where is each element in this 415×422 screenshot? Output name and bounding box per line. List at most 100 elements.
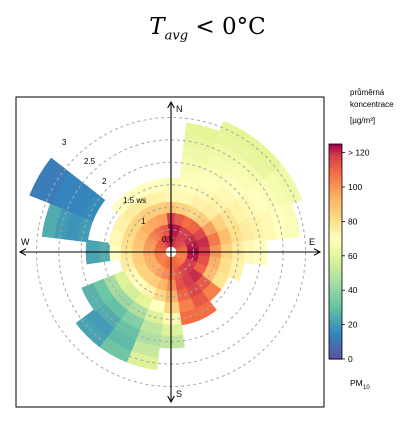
legend-bar-border: [328, 143, 343, 360]
legend-band: [329, 235, 342, 239]
legend-band: [329, 189, 342, 193]
plot-panel-border: [15, 96, 325, 408]
legend-band: [329, 318, 342, 322]
compass-north: N: [176, 104, 183, 114]
legend-tick-label: 80: [348, 216, 358, 226]
legend-band: [329, 216, 342, 220]
legend-band: [329, 299, 342, 304]
legend-band: [329, 232, 342, 236]
axis-arrowhead: [313, 248, 322, 256]
legend-band: [329, 168, 342, 172]
legend-band: [329, 203, 342, 207]
title-rest: < 0°C: [188, 14, 266, 40]
legend-band: [329, 246, 342, 250]
legend-band: [329, 326, 342, 331]
legend-band: [329, 316, 342, 320]
surface-cell: [141, 178, 164, 196]
legend-band: [329, 332, 342, 336]
legend-tick-label: 60: [348, 251, 358, 261]
title-subscript: avg: [164, 28, 189, 44]
legend-band: [329, 170, 342, 175]
legend-band: [329, 162, 342, 167]
legend-band: [329, 297, 342, 301]
legend-tick-label: > 120: [348, 148, 370, 158]
legend-band: [329, 146, 342, 150]
compass-south: S: [176, 389, 182, 399]
legend-band: [329, 270, 342, 274]
legend-band: [329, 227, 342, 231]
compass-axes: [18, 100, 322, 404]
legend-band: [329, 259, 342, 263]
speed-tick-label: 2.5: [84, 157, 96, 166]
legend-band: [329, 340, 342, 344]
legend-band: [329, 267, 342, 271]
legend-band: [329, 275, 342, 279]
legend-band: [329, 149, 342, 153]
color-legend: průměrná koncentrace [µg/m³] 0 20 40 60 80 100 > …: [328, 88, 394, 391]
legend-band: [329, 353, 342, 357]
concentration-surface: [29, 120, 303, 371]
surface-cell: [81, 282, 106, 312]
legend-band: [329, 221, 342, 226]
legend-tick-label: 100: [348, 182, 362, 192]
legend-band: [329, 305, 342, 309]
legend-title-line: koncentrace: [350, 100, 394, 109]
legend-band: [329, 324, 342, 328]
legend-band: [329, 307, 342, 312]
speed-tick-label: 1.5 ws: [123, 196, 146, 205]
legend-band: [329, 262, 342, 266]
legend-footer-subscript: 10: [363, 385, 370, 391]
legend-band: [329, 178, 342, 183]
legend-band: [329, 224, 342, 228]
speed-tick-label: 1: [141, 217, 146, 226]
legend-band: [329, 208, 342, 212]
compass-east: E: [309, 237, 315, 247]
legend-band: [329, 350, 342, 355]
legend-band: [329, 243, 342, 247]
legend-band: [329, 283, 342, 288]
chart-labels: N E S W 0.5 1 1.5 ws 2 2.5 3: [21, 104, 315, 399]
speed-tick-label: 2: [102, 177, 107, 186]
legend-band: [329, 321, 342, 325]
legend-band: [329, 248, 342, 253]
legend-band: [329, 197, 342, 202]
legend-band: [329, 302, 342, 306]
legend-tick-label: 20: [348, 320, 358, 330]
title-t: T: [149, 14, 165, 40]
legend-band: [329, 278, 342, 282]
legend-band: [329, 195, 342, 199]
legend-band: [329, 291, 342, 296]
legend-band: [329, 256, 342, 261]
axis-arrowhead: [167, 395, 175, 404]
axis-arrowhead: [18, 248, 27, 256]
legend-band: [329, 334, 342, 339]
legend-band: [329, 181, 342, 185]
legend-band: [329, 200, 342, 204]
legend-band: [329, 205, 342, 210]
chart-title: Tavg < 0°C: [0, 14, 415, 44]
legend-band: [329, 240, 342, 245]
legend-band: [329, 211, 342, 215]
legend-band: [329, 157, 342, 161]
legend-footer: PM: [350, 378, 363, 388]
legend-band: [329, 329, 342, 333]
legend-title-line: průměrná: [350, 88, 385, 97]
legend-band: [329, 176, 342, 180]
legend-tick-label: 40: [348, 285, 358, 295]
legend-band: [329, 286, 342, 290]
legend-band: [329, 187, 342, 191]
legend-band: [329, 144, 342, 148]
legend-band: [329, 348, 342, 352]
legend-band: [329, 337, 342, 341]
legend-band: [329, 294, 342, 298]
legend-band: [329, 219, 342, 223]
surface-cell: [29, 157, 62, 201]
legend-band: [329, 165, 342, 169]
legend-tick-label: 0: [348, 354, 353, 364]
compass-west: W: [21, 237, 30, 247]
legend-band: [329, 342, 342, 347]
surface-cell: [278, 200, 301, 239]
legend-band: [329, 313, 342, 317]
legend-band: [329, 152, 342, 156]
